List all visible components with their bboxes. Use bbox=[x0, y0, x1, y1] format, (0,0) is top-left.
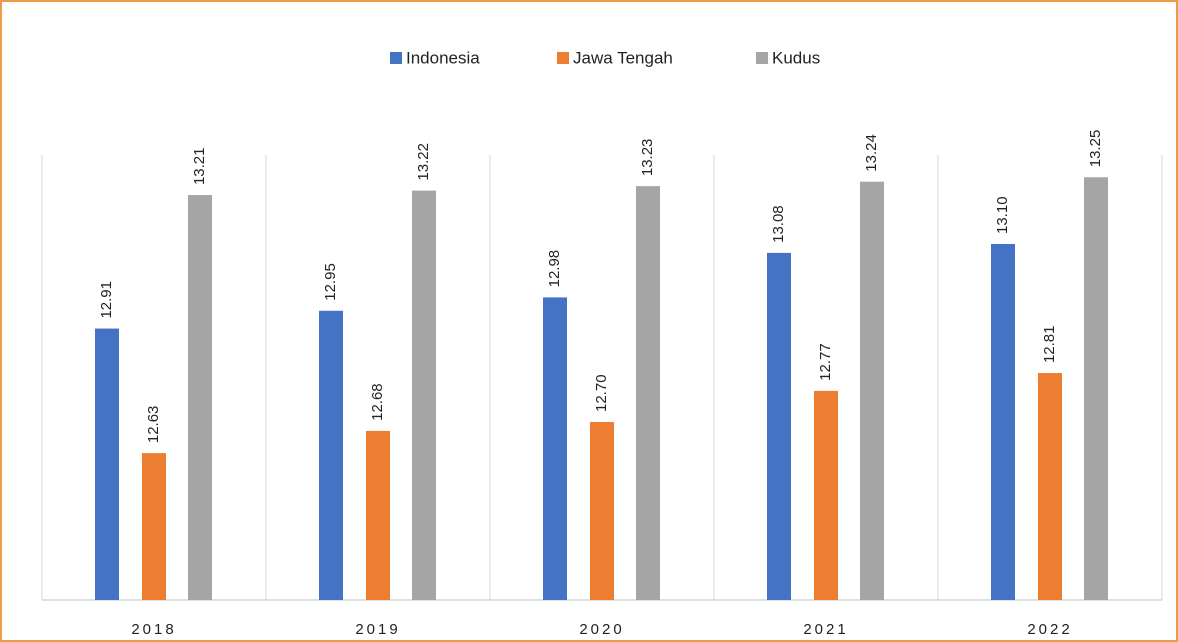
data-label: 12.68 bbox=[369, 383, 386, 421]
legend-label: Jawa Tengah bbox=[573, 48, 673, 67]
data-label: 13.08 bbox=[770, 205, 787, 243]
bar bbox=[142, 453, 166, 600]
bar bbox=[590, 422, 614, 600]
x-tick-label: 2020 bbox=[579, 621, 624, 638]
bar bbox=[366, 430, 390, 600]
legend-label: Kudus bbox=[772, 48, 820, 67]
data-label: 13.21 bbox=[191, 148, 208, 186]
data-label: 12.98 bbox=[546, 250, 563, 288]
data-label: 12.91 bbox=[98, 281, 115, 319]
bar bbox=[1038, 373, 1062, 600]
data-label: 12.95 bbox=[322, 263, 339, 301]
bar bbox=[319, 310, 343, 600]
data-label: 12.81 bbox=[1041, 326, 1058, 364]
x-tick-label: 2018 bbox=[131, 621, 176, 638]
legend-swatch bbox=[390, 52, 402, 64]
bar bbox=[1084, 177, 1108, 600]
bar bbox=[636, 186, 660, 600]
bar bbox=[188, 195, 212, 601]
data-label: 13.24 bbox=[863, 134, 880, 172]
data-label: 12.77 bbox=[817, 343, 834, 381]
bar bbox=[95, 328, 119, 600]
bar bbox=[860, 181, 884, 600]
bar bbox=[543, 297, 567, 600]
legend-label: Indonesia bbox=[406, 48, 480, 67]
x-tick-label: 2021 bbox=[803, 621, 848, 638]
bar bbox=[814, 390, 838, 600]
bar bbox=[412, 190, 436, 600]
data-label: 13.22 bbox=[415, 143, 432, 181]
data-label: 12.70 bbox=[593, 374, 610, 412]
x-tick-label: 2019 bbox=[355, 621, 400, 638]
legend-swatch bbox=[557, 52, 569, 64]
data-label: 12.63 bbox=[145, 406, 162, 444]
data-label: 13.10 bbox=[994, 196, 1011, 234]
bar bbox=[767, 252, 791, 600]
bar bbox=[991, 244, 1015, 600]
legend-swatch bbox=[756, 52, 768, 64]
data-label: 13.23 bbox=[639, 139, 656, 177]
x-tick-label: 2022 bbox=[1027, 621, 1072, 638]
data-label: 13.25 bbox=[1087, 130, 1104, 168]
